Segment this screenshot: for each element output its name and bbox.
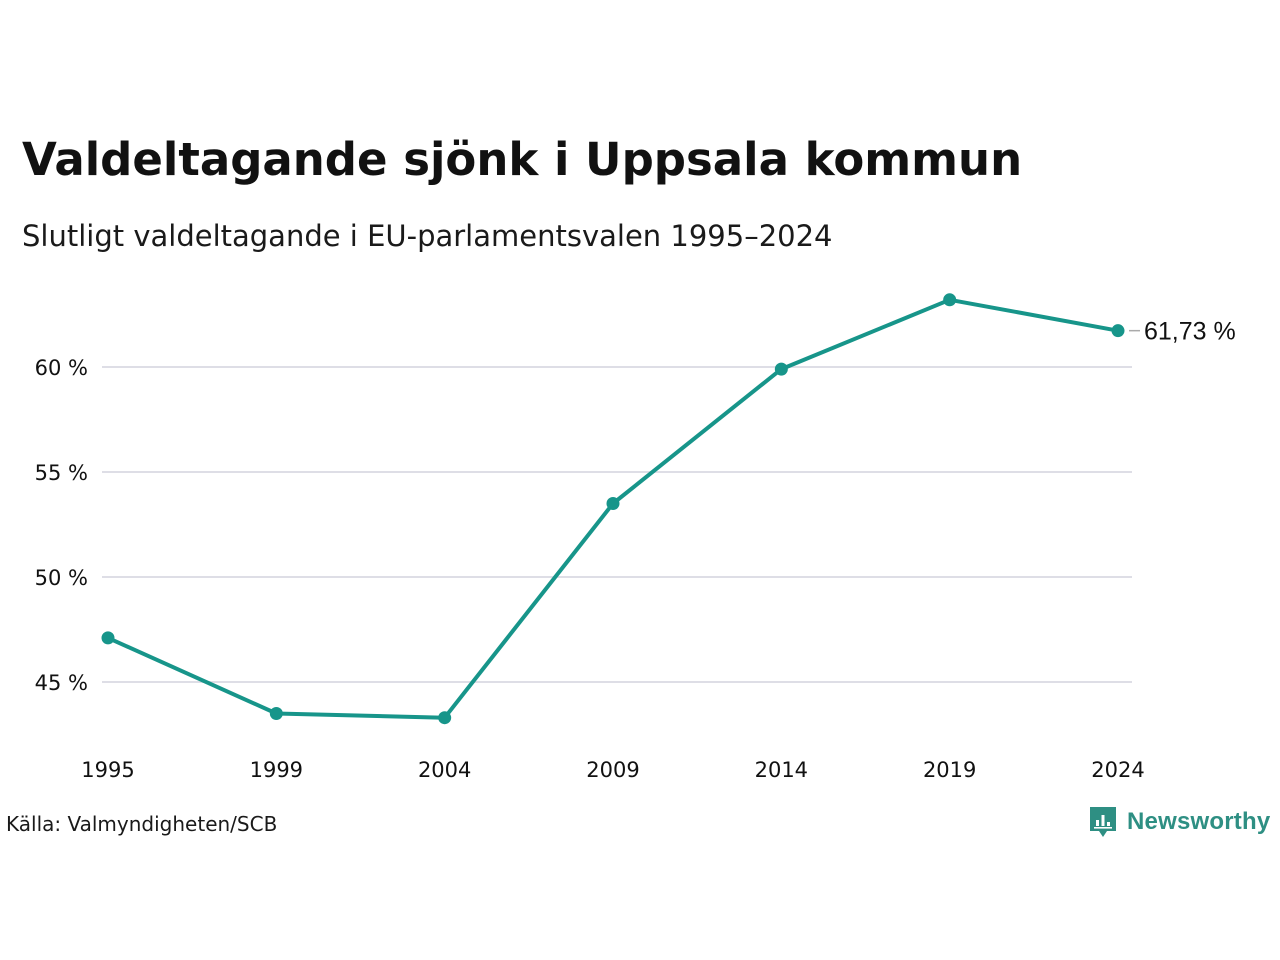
chart-subtitle: Slutligt valdeltagande i EU-parlamentsva… <box>22 219 833 253</box>
x-tick-label: 2019 <box>923 758 976 782</box>
data-point <box>101 631 115 645</box>
y-tick-label: 55 % <box>35 461 88 485</box>
end-label-layer: 61,73 % <box>1129 318 1236 346</box>
data-point <box>606 497 620 510</box>
y-tick-label: 50 % <box>35 566 88 590</box>
end-value-label: 61,73 % <box>1144 318 1236 346</box>
series-layer <box>101 293 1125 725</box>
gridlines <box>102 366 1132 683</box>
x-tick-label: 2024 <box>1091 758 1144 782</box>
newsworthy-logo-icon <box>1090 807 1116 837</box>
data-point <box>774 362 788 376</box>
brand-name: Newsworthy <box>1127 808 1271 835</box>
y-tick-label: 60 % <box>35 356 88 380</box>
source-note: Källa: Valmyndigheten/SCB <box>6 812 278 836</box>
x-tick-label: 2004 <box>418 758 471 782</box>
y-axis-ticks: 45 % 50 % 55 % 60 % <box>35 356 88 695</box>
brand-logo[interactable]: Newsworthy <box>1088 804 1270 840</box>
y-tick-label: 45 % <box>35 671 88 695</box>
data-point <box>269 707 283 720</box>
data-point <box>1111 324 1125 338</box>
x-tick-label: 1995 <box>81 758 134 782</box>
data-point <box>943 293 957 307</box>
x-tick-label: 2014 <box>755 758 808 782</box>
x-tick-label: 1999 <box>250 758 303 782</box>
data-point <box>438 711 452 725</box>
chart-title: Valdeltagande sjönk i Uppsala kommun <box>22 133 1023 186</box>
x-tick-label: 2009 <box>586 758 639 782</box>
x-axis-ticks: 1995 1999 2004 2009 2014 2019 2024 <box>81 758 1144 782</box>
